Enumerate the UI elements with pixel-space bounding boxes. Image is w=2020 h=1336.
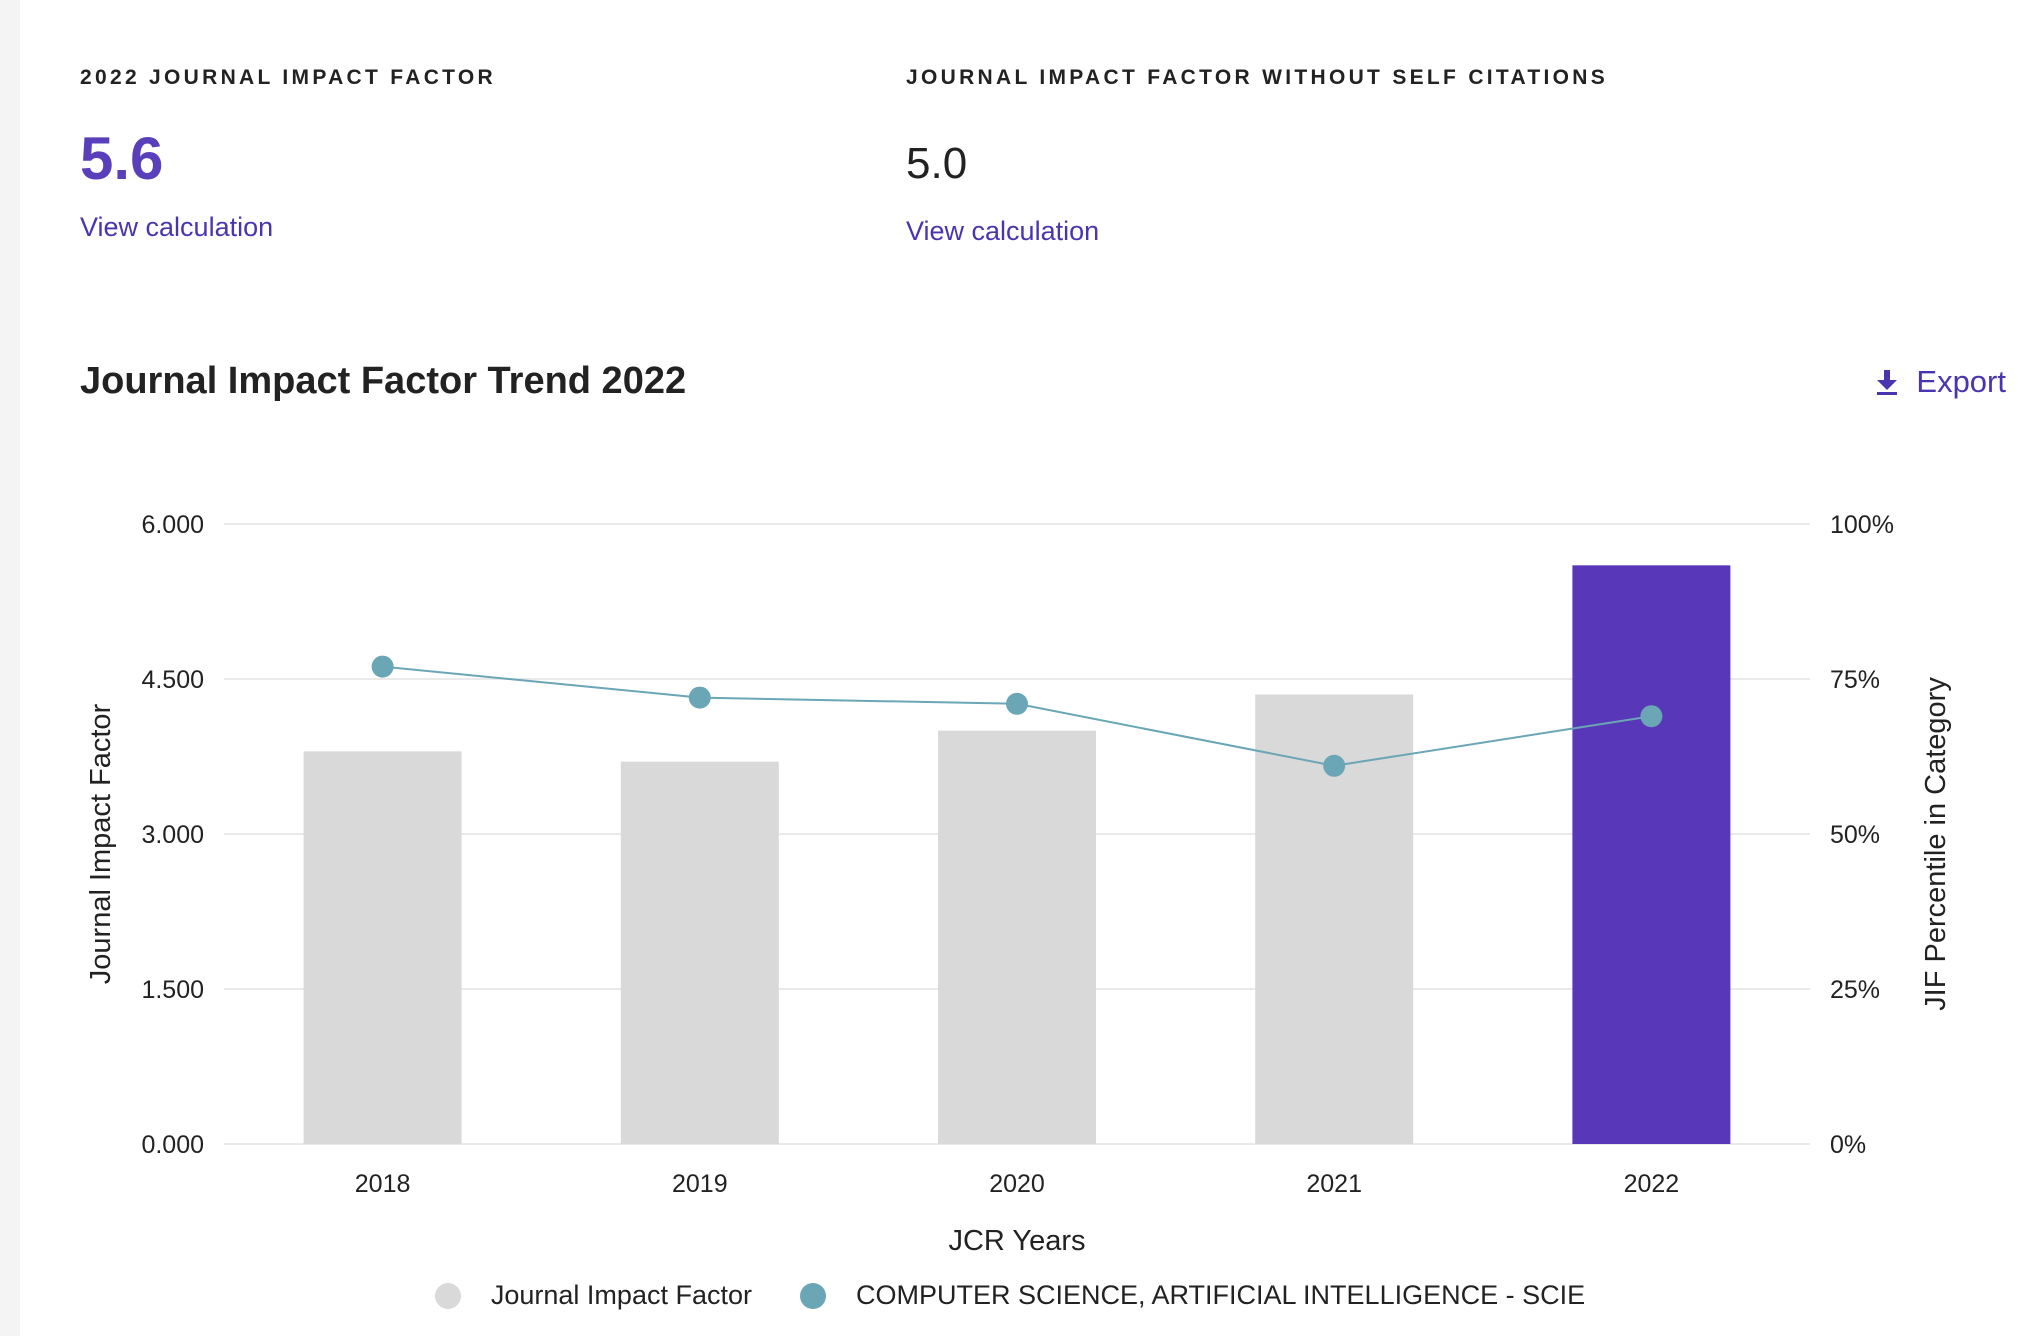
x-tick-label: 2018	[355, 1170, 411, 1198]
bar-jif-2018	[303, 751, 462, 1144]
bar-jif-2022	[1572, 565, 1731, 1144]
x-tick-label: 2021	[1306, 1170, 1362, 1198]
export-label: Export	[1916, 364, 2006, 399]
export-button[interactable]: Export	[1874, 364, 2006, 400]
legend-swatch-jif	[434, 1282, 461, 1309]
y-axis-label-left: Journal Impact Factor	[85, 703, 117, 984]
x-tick-label: 2019	[672, 1170, 728, 1198]
bar-jif-2019	[620, 761, 779, 1144]
y-tick-label-right: 75%	[1830, 666, 1880, 694]
x-tick-label: 2020	[989, 1170, 1045, 1198]
chart-legend: Journal Impact Factor COMPUTER SCIENCE, …	[0, 1280, 2020, 1311]
y-tick-label-right: 0%	[1830, 1131, 1866, 1159]
point-category-2019	[688, 686, 711, 709]
y-axis-label-right: JIF Percentile in Category	[1920, 677, 1952, 1011]
jif-value: 5.6	[80, 125, 164, 192]
jif-no-self-label: JOURNAL IMPACT FACTOR WITHOUT SELF CITAT…	[906, 66, 1609, 89]
y-tick-label-left: 3.000	[141, 821, 204, 849]
left-rail	[0, 0, 20, 1336]
jif-metric: 2022 JOURNAL IMPACT FACTOR 5.6 View calc…	[80, 66, 496, 243]
jif-no-self-view-calculation-link[interactable]: View calculation	[906, 216, 1100, 246]
y-tick-label-right: 50%	[1830, 821, 1880, 849]
jif-no-self-value: 5.0	[906, 139, 968, 188]
download-icon	[1874, 368, 1900, 396]
point-category-2018	[371, 655, 394, 678]
y-tick-label-left: 6.000	[141, 511, 204, 539]
point-category-2020	[1006, 692, 1028, 715]
x-axis-label: JCR Years	[948, 1225, 1085, 1257]
y-tick-label-right: 25%	[1830, 976, 1880, 1004]
y-tick-label-left: 0.000	[141, 1131, 204, 1159]
legend-label-jif: Journal Impact Factor	[490, 1280, 752, 1310]
legend-label-category: COMPUTER SCIENCE, ARTIFICIAL INTELLIGENC…	[855, 1280, 1586, 1310]
y-tick-label-left: 1.500	[141, 976, 204, 1004]
jif-label: 2022 JOURNAL IMPACT FACTOR	[80, 66, 497, 89]
y-tick-label-right: 100%	[1830, 511, 1894, 539]
bar-jif-2020	[938, 730, 1096, 1144]
legend-item-category[interactable]: COMPUTER SCIENCE, ARTIFICIAL INTELLIGENC…	[799, 1280, 1586, 1311]
legend-swatch-category	[799, 1282, 826, 1309]
chart-title: Journal Impact Factor Trend 2022	[80, 360, 687, 402]
jif-view-calculation-link[interactable]: View calculation	[80, 212, 274, 242]
point-category-2022	[1640, 705, 1663, 728]
x-tick-label: 2022	[1624, 1170, 1680, 1198]
legend-item-jif[interactable]: Journal Impact Factor	[434, 1280, 752, 1311]
jif-no-self-metric: JOURNAL IMPACT FACTOR WITHOUT SELF CITAT…	[906, 66, 1608, 247]
y-tick-label-left: 4.500	[141, 666, 204, 694]
point-category-2021	[1323, 754, 1346, 777]
